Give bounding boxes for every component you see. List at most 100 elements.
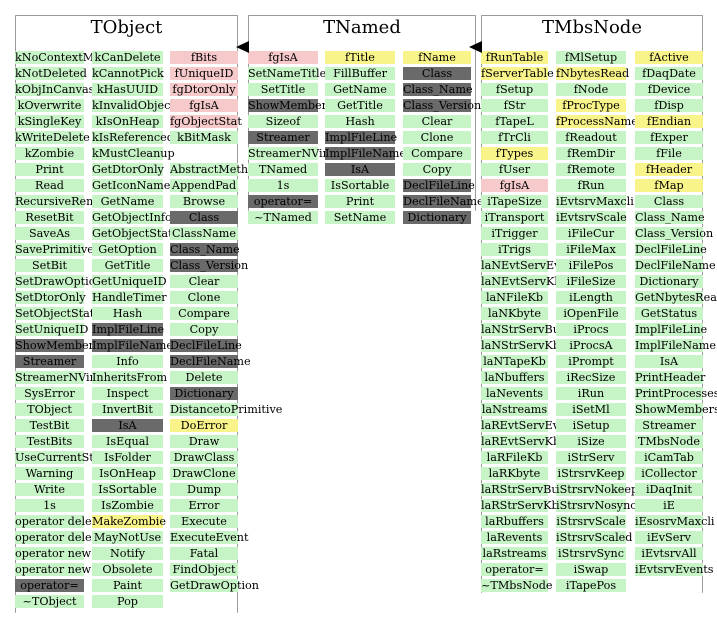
tobject-member: kZombie [15,147,84,160]
tmbsnode-member: laRevents [481,531,548,544]
tmbsnode-member: iStrsrvScaled [556,531,633,544]
tobject-member: Browse [170,195,238,208]
tobject-member: DrawClass [170,451,238,464]
tobject-member: SysError [15,387,84,400]
tmbsnode-member: iProcsA [556,339,626,352]
tobject-member: kNotDeleted [15,67,87,80]
tnamed-member: ShowMembers [248,99,333,112]
tmbsnode-member: fActive [635,51,703,64]
tmbsnode-member: laNEvtServEv [481,259,561,272]
tnamed-member: 1s [248,179,318,192]
tmbsnode-member: iStrsrvKeep [556,467,626,480]
tmbsnode-member: laNEvtServKb [481,275,562,288]
tobject-member: ClassName [170,227,238,240]
tobject-member: GetUniqueID [92,275,167,288]
tmbsnode-member: iSwap [556,563,626,576]
tobject-member: ExecuteEvent [170,531,249,544]
tmbsnode-member: laREvtServEv [481,419,560,432]
tmbsnode-member: fDisp [635,99,703,112]
tnamed-member: Class [403,67,471,80]
tobject-member: Dump [170,483,238,496]
tmbsnode-member: iRun [556,387,626,400]
tmbsnode-member: PrintProcesses [635,387,717,400]
tobject-member: operator new [15,547,92,560]
tnamed-member: GetName [325,83,395,96]
tmbsnode-member: fFile [635,147,703,160]
tobject-member: Info [92,355,163,368]
tobject-member: fUniqueID [170,67,238,80]
tmbsnode-member: fStr [481,99,548,112]
tobject-member: fgObjectStat [170,115,242,128]
tobject-member: SetObjectStat [15,307,95,320]
tmbsnode-member: laRKbyte [481,467,548,480]
tmbsnode-member: fNode [556,83,626,96]
tmbsnode-member: fRemDir [556,147,626,160]
tnamed-member: StreamerNVirtual [248,147,350,160]
tmbsnode-member: iE [635,499,703,512]
tnamed-member: SetTitle [248,83,318,96]
tobject-member: IsFolder [92,451,163,464]
tobject-member: GetObjectStat [92,227,173,240]
tobject-title: TObject [90,17,163,38]
tmbsnode-member: fDaqDate [635,67,703,80]
tmbsnode-member: iDaqInit [635,483,703,496]
tnamed-member: ~TNamed [248,211,318,224]
tmbsnode-member: PrintHeader [635,371,706,384]
tmbsnode-member: iEvServ [635,531,703,544]
tobject-member: kOverwrite [15,99,84,112]
tobject-member: kBitMask [170,131,238,144]
tobject-member: Execute [170,515,238,528]
tobject-member: Read [15,179,84,192]
tmbsnode-member: iEsosrvMaxcli [635,515,715,528]
tobject-member: DrawClone [170,467,238,480]
tobject-member: Draw [170,435,238,448]
tmbsnode-member: laNTapeKb [481,355,548,368]
tobject-member: SetDrawOption [15,275,103,288]
tmbsnode-member: iTapeSize [481,195,548,208]
tobject-member: Hash [92,307,163,320]
tmbsnode-member: iTapePos [556,579,626,592]
tmbsnode-member: iTrigger [481,227,548,240]
tnamed-member: IsA [325,163,395,176]
tobject-member: SetBit [15,259,84,272]
tmbsnode-member: ~TMbsNode [481,579,553,592]
tmbsnode-member: iCollector [635,467,703,480]
tobject-member: AbstractMethod [170,163,262,176]
tmbsnode-member: fgIsA [481,179,548,192]
tobject-member: ShowMembers [15,339,100,352]
tnamed-member: SetNameTitle [248,67,327,80]
tobject-member: ResetBit [15,211,84,224]
tnamed-member: fName [403,51,471,64]
tobject-member: TestBit [15,419,84,432]
tmbsnode-member: laNbuffers [481,371,548,384]
tobject-member: ~TObject [15,595,84,608]
tobject-member: 1s [15,499,84,512]
tnamed-member: fTitle [325,51,395,64]
tobject-member: kIsReferenced [92,131,174,144]
tobject-member: Write [15,483,84,496]
tobject-member: HandleTimer [92,291,167,304]
tobject-member: Paint [92,579,163,592]
tobject-member: kMustCleanup [92,147,175,160]
tnamed-member: operator= [248,195,318,208]
tmbsnode-member: TMbsNode [635,435,703,448]
tobject-member: RecursiveRemove [15,195,117,208]
tobject-member: Dictionary [170,387,238,400]
tobject-member: IsSortable [92,483,163,496]
tmbsnode-member: fSetup [481,83,548,96]
inheritance-arrow-icon [236,41,249,53]
tnamed-member: SetName [325,211,395,224]
tnamed-member: ImplFileName [325,147,406,160]
tmbsnode-member: fRunTable [481,51,548,64]
tmbsnode-member: iPrompt [556,355,626,368]
tobject-member: Class_Version [170,259,249,272]
tobject-member: IsOnHeap [92,467,163,480]
tmbsnode-member: ImplFileLine [635,323,708,336]
tmbsnode-member: Class_Version [635,227,714,240]
tmbsnode-member: operator= [481,563,548,576]
tmbsnode-member: iRecSize [556,371,626,384]
tmbsnode-member: fMap [635,179,703,192]
tobject-member: InheritsFrom [92,371,168,384]
tobject-member: kHasUUID [92,83,163,96]
tobject-member: Class_Name [170,243,240,256]
